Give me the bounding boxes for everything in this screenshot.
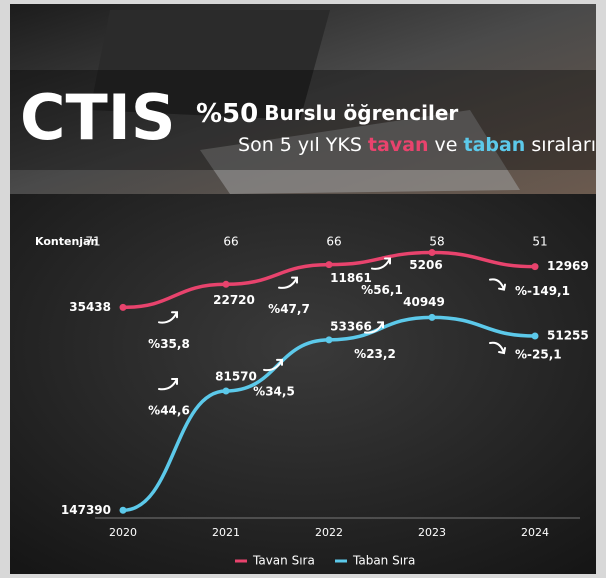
chart-panel [10, 194, 596, 574]
x-tick-label: 2024 [521, 526, 549, 539]
legend-label: Tavan Sıra [252, 554, 315, 568]
subtitle-part: tavan [368, 134, 429, 156]
subtitle-part: ve [435, 134, 458, 156]
value-label: 5206 [409, 258, 442, 272]
value-label: 40949 [403, 295, 445, 309]
value-label: 35438 [69, 300, 111, 314]
headline-rest: Burslu öğrenciler [264, 101, 458, 125]
x-tick-label: 2020 [109, 526, 137, 539]
point [222, 280, 230, 288]
trend-arrow [371, 257, 391, 270]
capacity-value: 66 [326, 235, 341, 249]
point [428, 249, 436, 257]
capacity-value: 51 [532, 235, 547, 249]
headline-percent: %50 [196, 99, 258, 129]
series-line [122, 315, 536, 513]
capacity-value: 58 [429, 235, 444, 249]
capacity-value: 66 [223, 235, 238, 249]
trend-arrow [489, 278, 506, 291]
point [119, 303, 127, 311]
capacity-value: 71 [85, 235, 100, 249]
laptop-screen [90, 10, 330, 120]
change-label: %47,7 [268, 302, 310, 316]
x-tick-label: 2022 [315, 526, 343, 539]
point [428, 313, 436, 321]
change-label: %34,5 [253, 384, 295, 398]
point [119, 506, 127, 514]
subtitle-part: taban [463, 134, 525, 156]
change-label: %-25,1 [515, 348, 562, 362]
subtitle-part: Son 5 yıl YKS [238, 134, 362, 156]
x-tick-label: 2023 [418, 526, 446, 539]
trend-arrow [364, 321, 384, 334]
brand: CTIS [20, 81, 176, 154]
x-tick-label: 2021 [212, 526, 240, 539]
change-label: %23,2 [354, 347, 396, 361]
headline: %50 Burslu öğrenciler [196, 99, 458, 129]
capacity-label: Kontenjan [35, 235, 98, 248]
point [531, 332, 539, 340]
value-label: 22720 [213, 293, 255, 307]
trend-arrow [158, 311, 178, 324]
header-band [10, 70, 596, 170]
legend-label: Taban Sıra [352, 554, 415, 568]
value-label: 81570 [215, 369, 257, 383]
point [325, 261, 333, 269]
change-label: %-149,1 [515, 284, 570, 298]
trend-arrow [278, 276, 298, 289]
change-label: %44,6 [148, 403, 190, 417]
change-label: %56,1 [361, 283, 403, 297]
subtitle-part: sıraları [531, 134, 596, 156]
value-label: 53366 [330, 319, 372, 333]
trend-arrow [158, 377, 178, 391]
trend-arrow [263, 358, 283, 372]
laptop-keyboard [200, 110, 520, 194]
trend-arrow [489, 341, 506, 355]
change-label: %35,8 [148, 337, 190, 351]
value-label: 12969 [547, 259, 589, 273]
value-label: 147390 [61, 503, 111, 517]
point [325, 336, 333, 344]
value-label: 11861 [330, 271, 372, 285]
point [222, 387, 230, 395]
subtitle: Son 5 yıl YKS tavan ve taban sıraları [238, 134, 596, 156]
value-label: 51255 [547, 329, 589, 343]
point [531, 263, 539, 271]
